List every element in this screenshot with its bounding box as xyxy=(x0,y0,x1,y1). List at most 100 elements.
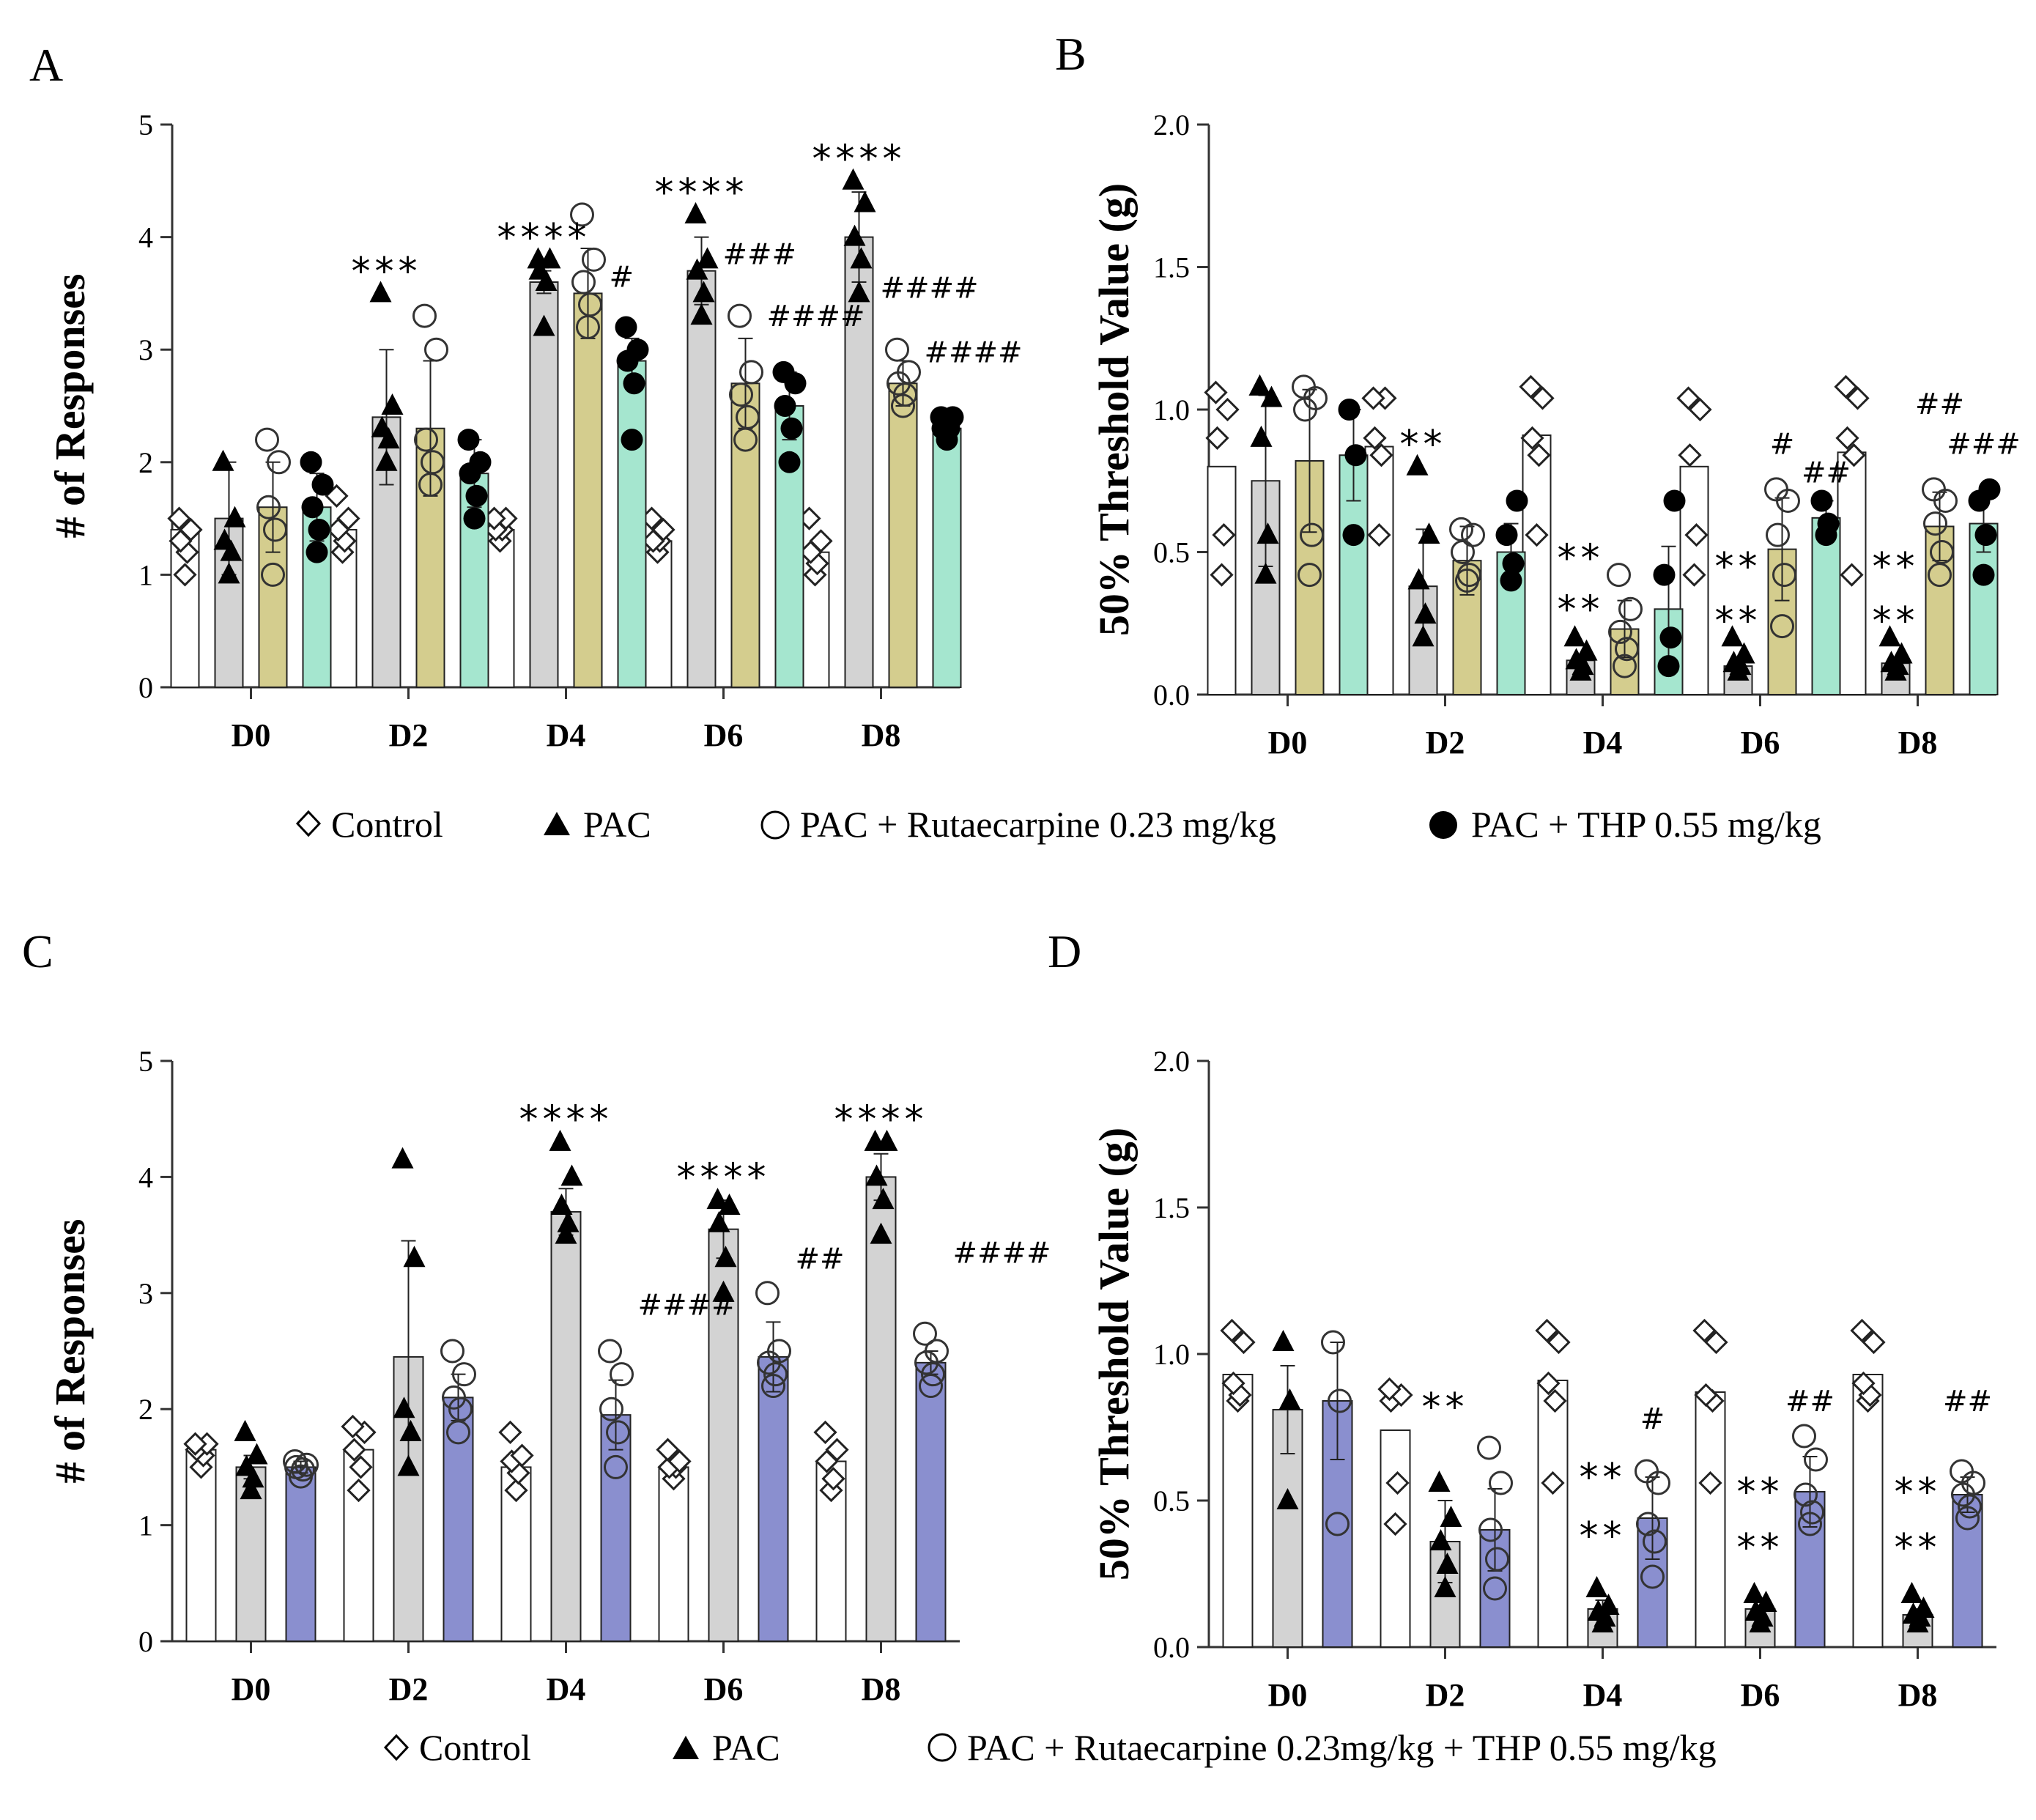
data-point xyxy=(1607,563,1631,588)
data-point xyxy=(1535,1318,1559,1343)
data-point xyxy=(261,562,285,587)
data-point xyxy=(1436,1553,1459,1574)
panel-b-chart: B 50% Threshold Value (g) 0.0 0.5 1.0 1.5 2.0 D… xyxy=(1055,28,2021,761)
y-tick-label: 0 xyxy=(138,671,153,704)
data-point xyxy=(1250,425,1273,447)
data-point xyxy=(1744,1599,1767,1621)
data-point xyxy=(930,406,952,429)
data-point xyxy=(1772,563,1796,588)
data-point xyxy=(1325,1512,1350,1536)
data-point xyxy=(1527,443,1551,467)
data-point xyxy=(510,1443,534,1468)
data-point xyxy=(1657,655,1680,678)
legend-top-thp-label: PAC + THP 0.55 mg/kg xyxy=(1471,804,1821,845)
significance-label: ** xyxy=(1895,1526,1941,1570)
significance-label: ## xyxy=(1915,388,1964,421)
data-point xyxy=(1272,1330,1295,1351)
data-point xyxy=(708,1210,730,1232)
data-point xyxy=(1922,477,1946,502)
data-point xyxy=(1880,651,1903,673)
data-point xyxy=(578,292,602,317)
y-tick-label: 1 xyxy=(138,558,153,591)
data-point xyxy=(690,303,713,325)
data-point xyxy=(1500,569,1522,592)
data-point xyxy=(1618,596,1643,621)
data-point xyxy=(369,281,392,303)
data-point xyxy=(872,1188,895,1210)
data-point xyxy=(1950,1459,1974,1484)
bar xyxy=(573,292,603,688)
data-point xyxy=(283,1449,307,1473)
significance-label: *** xyxy=(352,250,422,294)
data-point xyxy=(1414,602,1437,624)
x-tick-label: D2 xyxy=(389,1671,429,1707)
data-point xyxy=(457,429,480,451)
data-point xyxy=(1412,625,1435,647)
data-point xyxy=(736,404,760,429)
data-point xyxy=(843,224,866,246)
data-point xyxy=(1536,1371,1561,1396)
data-point xyxy=(1457,563,1481,588)
data-point xyxy=(301,496,324,519)
data-point xyxy=(1506,489,1528,512)
legend-ruta-circle-icon xyxy=(760,810,790,840)
x-tick-label: D0 xyxy=(1268,725,1308,761)
data-point xyxy=(897,360,921,385)
data-point xyxy=(598,1339,622,1364)
data-point xyxy=(891,393,915,418)
data-point xyxy=(549,1129,571,1151)
data-point xyxy=(1676,386,1700,410)
data-point xyxy=(570,202,594,227)
data-point xyxy=(921,1362,945,1387)
panel-letter-b: B xyxy=(1055,28,1087,80)
data-point xyxy=(1221,1371,1245,1396)
bar xyxy=(1364,445,1394,695)
data-point xyxy=(220,539,243,561)
data-point xyxy=(1585,1576,1608,1597)
data-point xyxy=(763,1362,788,1387)
legend-top-ruta-label: PAC + Rutaecarpine 0.23 mg/kg xyxy=(800,804,1276,845)
data-point xyxy=(465,484,488,507)
significance-label: # xyxy=(1640,1402,1665,1436)
data-point xyxy=(919,1374,943,1399)
data-point xyxy=(267,450,291,475)
significance-label: ** xyxy=(1400,423,1447,467)
data-point xyxy=(1636,1512,1660,1536)
data-point xyxy=(1733,642,1755,664)
data-point xyxy=(295,1452,319,1477)
data-point xyxy=(870,1222,892,1244)
y-tick-label: 1 xyxy=(138,1509,153,1542)
y-tick-label: 2.0 xyxy=(1153,1045,1190,1078)
data-point xyxy=(606,1420,630,1445)
data-point xyxy=(1449,517,1473,541)
data-point xyxy=(240,1478,262,1500)
data-point xyxy=(809,529,833,553)
significance-label: **** xyxy=(519,1098,613,1142)
data-point xyxy=(173,563,197,587)
x-tick-label: D2 xyxy=(389,717,429,753)
data-point xyxy=(1407,568,1430,590)
significance-label: #### xyxy=(638,1289,736,1323)
legend-bottom-control-label: Control xyxy=(419,1727,531,1768)
data-point xyxy=(1276,1488,1299,1509)
significance-label: ## xyxy=(1785,1385,1835,1418)
data-point xyxy=(1704,1330,1728,1355)
bar xyxy=(915,1361,947,1642)
data-point xyxy=(925,1339,949,1364)
y-tick-label: 0.5 xyxy=(1153,1484,1190,1517)
legend-bottom-control-diamond-icon xyxy=(383,1734,410,1761)
data-point xyxy=(1923,511,1947,536)
data-point xyxy=(1722,651,1745,673)
y-tick-label: 1.0 xyxy=(1153,393,1190,426)
data-point xyxy=(300,451,322,473)
data-point xyxy=(336,506,360,530)
significance-label: **** xyxy=(677,1155,771,1199)
x-tick-label: D8 xyxy=(1898,725,1938,761)
significance-label: ## xyxy=(1943,1385,1992,1418)
data-point xyxy=(1890,642,1913,664)
y-tick-label: 1.5 xyxy=(1153,251,1190,284)
significance-label: ** xyxy=(1715,599,1762,643)
data-point xyxy=(1834,374,1858,399)
data-point xyxy=(424,337,448,362)
bar xyxy=(865,1176,897,1642)
